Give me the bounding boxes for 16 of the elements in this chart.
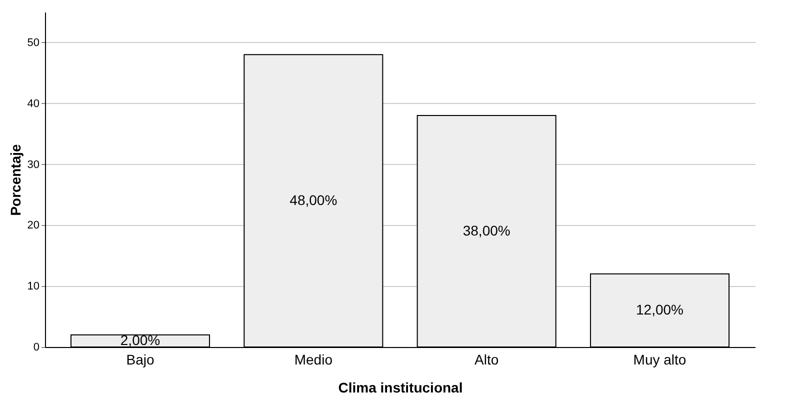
- x-axis-title: Clima institucional: [338, 380, 463, 396]
- x-tick-label: Medio: [294, 352, 333, 368]
- x-tick-label: Muy alto: [633, 352, 686, 368]
- data-label: 48,00%: [290, 192, 338, 208]
- y-tick-label: 30: [27, 158, 40, 171]
- x-tick-label: Bajo: [126, 352, 154, 368]
- y-tick-label: 40: [27, 98, 40, 110]
- data-label: 2,00%: [120, 332, 160, 348]
- x-tick-label: Alto: [474, 352, 499, 368]
- y-tick-label: 10: [27, 280, 40, 293]
- y-tick-label: 50: [27, 36, 40, 49]
- data-label: 12,00%: [636, 301, 684, 318]
- data-label: 38,00%: [462, 222, 510, 238]
- y-tick-label: 0: [33, 342, 40, 354]
- y-axis-title: Porcentaje: [7, 144, 24, 216]
- y-tick-label: 20: [27, 220, 40, 232]
